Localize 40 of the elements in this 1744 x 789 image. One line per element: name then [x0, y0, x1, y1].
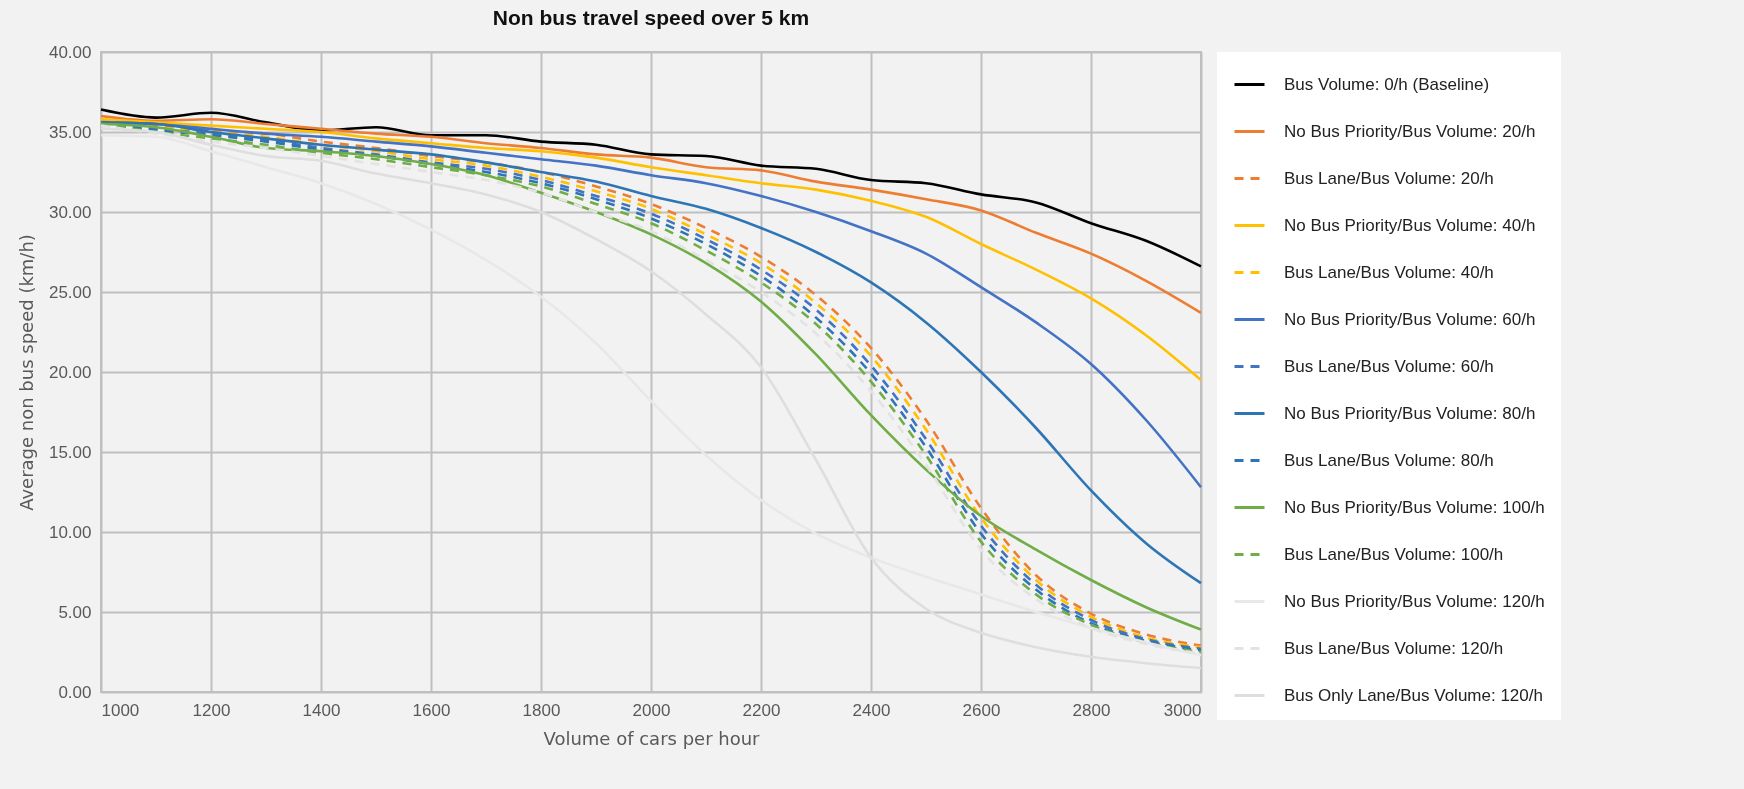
line-series: [99, 108, 1203, 268]
x-tick-label: 2800: [1072, 700, 1111, 720]
chart-title: Non bus travel speed over 5 km: [492, 6, 810, 29]
x-tick-label: 1200: [192, 700, 231, 720]
legend-label: Bus Lane/Bus Volume: 120/h: [1284, 638, 1504, 658]
y-tick-label: 40.00: [48, 42, 92, 62]
legend-label: No Bus Priority/Bus Volume: 100/h: [1284, 497, 1545, 517]
y-tick-label: 35.00: [48, 122, 92, 142]
x-tick-label: 2200: [742, 700, 781, 720]
x-tick-label: 2600: [962, 700, 1001, 720]
y-tick-label: 5.00: [58, 602, 92, 622]
x-axis-title: Volume of cars per hour: [543, 727, 761, 749]
x-tick-label: 3000: [1163, 700, 1202, 720]
x-tick-label: 1000: [101, 700, 140, 720]
legend-label: Bus Lane/Bus Volume: 100/h: [1284, 544, 1504, 564]
y-tick-label: 10.00: [48, 522, 92, 542]
legend-label: Bus Lane/Bus Volume: 40/h: [1284, 262, 1494, 282]
y-tick-label: 20.00: [48, 362, 92, 382]
x-tick-label: 1600: [412, 700, 451, 720]
x-tick-label: 1400: [302, 700, 341, 720]
legend-label: No Bus Priority/Bus Volume: 20/h: [1284, 121, 1536, 141]
x-tick-label: 2400: [852, 700, 891, 720]
x-tick-label: 1800: [522, 700, 561, 720]
legend-label: Bus Volume: 0/h (Baseline): [1284, 74, 1490, 94]
legend-label: Bus Only Lane/Bus Volume: 120/h: [1284, 685, 1543, 705]
line-series: [99, 117, 1203, 382]
y-tick-label: 0.00: [58, 682, 92, 702]
legend-label: No Bus Priority/Bus Volume: 60/h: [1284, 309, 1536, 329]
y-tick-label: 25.00: [48, 282, 92, 302]
legend-label: No Bus Priority/Bus Volume: 80/h: [1284, 403, 1536, 423]
legend-label: Bus Lane/Bus Volume: 60/h: [1284, 356, 1494, 376]
x-tick-label: 2000: [632, 700, 671, 720]
y-tick-label: 15.00: [48, 442, 92, 462]
legend-label: Bus Lane/Bus Volume: 80/h: [1284, 450, 1494, 470]
line-series: [99, 114, 1203, 315]
y-axis-title: Average non bus speed (km/h): [15, 234, 37, 511]
y-tick-label: 30.00: [48, 202, 92, 222]
legend-label: No Bus Priority/Bus Volume: 40/h: [1284, 215, 1536, 235]
legend-label: Bus Lane/Bus Volume: 20/h: [1284, 168, 1494, 188]
legend-label: No Bus Priority/Bus Volume: 120/h: [1284, 591, 1545, 611]
